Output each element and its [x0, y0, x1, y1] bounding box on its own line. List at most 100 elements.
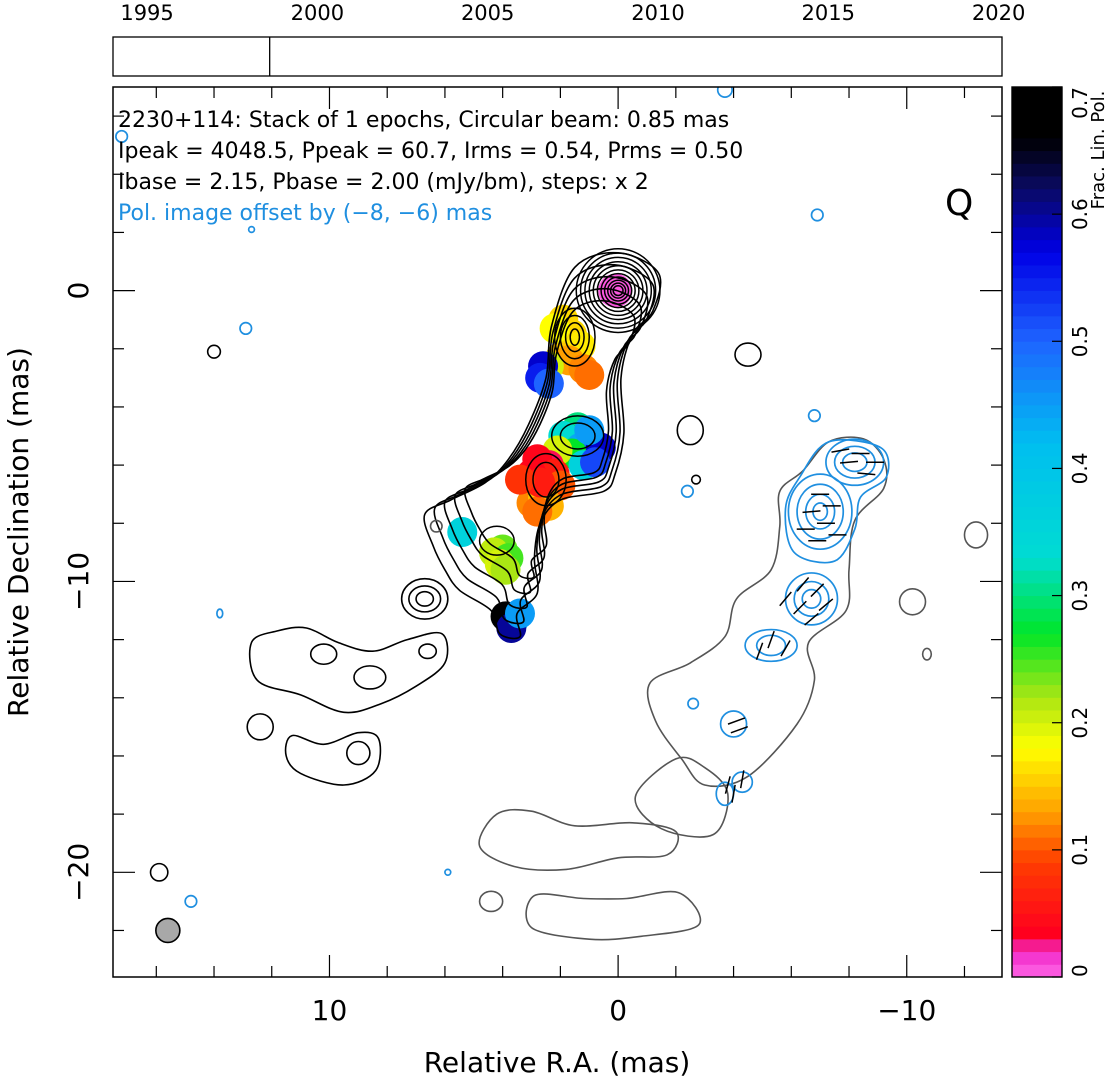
colorbar-step	[1012, 430, 1062, 444]
evpa-tick	[730, 725, 749, 734]
total-intensity-island-contour	[206, 344, 222, 359]
colorbar-step	[1012, 214, 1062, 228]
colorbar-step	[1012, 748, 1062, 762]
colorbar-tick-label: 0.4	[1068, 453, 1092, 485]
evpa-tick	[779, 591, 792, 607]
evpa-tick	[857, 472, 876, 476]
colorbar-step	[1012, 252, 1062, 266]
colorbar-step	[1012, 99, 1062, 113]
total-intensity-jet-contour	[463, 299, 636, 580]
polarized-intensity-contour	[784, 439, 890, 564]
colorbar-step	[1012, 366, 1062, 380]
polarized-total-intensity-contour	[963, 521, 989, 549]
timeline-tick-label: 2000	[291, 1, 344, 25]
evpa-tick	[767, 630, 775, 649]
pol-offset-note: Pol. image offset by (−8, −6) mas	[118, 201, 492, 226]
colorbar-step	[1012, 595, 1062, 609]
core-intensity-contour	[588, 260, 648, 321]
colorbar-tick-label: 0.3	[1068, 580, 1092, 612]
colorbar-step	[1012, 150, 1062, 164]
colorbar-step	[1012, 417, 1062, 431]
colorbar-frame	[1011, 86, 1063, 978]
polarized-intensity-contour	[680, 484, 695, 498]
colorbar-step	[1012, 888, 1062, 902]
restoring-beam	[155, 917, 181, 944]
colorbar-step	[1012, 392, 1062, 406]
colorbar-step	[1012, 862, 1062, 876]
polarized-intensity-contour	[755, 634, 787, 657]
colorbar-step	[1012, 646, 1062, 660]
colorbar-step	[1012, 608, 1062, 622]
polarized-intensity-contour	[239, 321, 253, 336]
core-intensity-contour	[612, 284, 624, 297]
evpa-tick	[802, 510, 821, 514]
core-intensity-contour	[575, 247, 661, 334]
evpa-tick	[831, 448, 850, 453]
colorbar-step	[1012, 328, 1062, 342]
colorbar-step	[1012, 226, 1062, 241]
colorbar-step	[1012, 201, 1062, 215]
total-intensity-jet-contour	[423, 251, 662, 640]
total-intensity-island-contour	[415, 590, 435, 607]
colorbar-step	[1012, 239, 1062, 253]
colorbar-step	[1012, 824, 1062, 838]
colorbar-step	[1012, 315, 1062, 330]
colorbar-tick-label: 0.5	[1068, 325, 1092, 357]
jet-knot-contour	[569, 328, 581, 346]
jet-knot-contour	[559, 422, 596, 450]
polarized-intensity-contour	[793, 580, 830, 618]
core-intensity-contour	[603, 276, 633, 305]
colorbar-tick-label: 0.2	[1068, 707, 1092, 739]
x-axis-title: Relative R.A. (mas)	[424, 1046, 691, 1079]
evpa-tick	[810, 583, 825, 598]
colorbar-step	[1012, 379, 1062, 393]
timeline-tick-label: 2015	[802, 1, 855, 25]
colorbar-step	[1012, 519, 1062, 533]
jet-knot-contour	[532, 461, 560, 498]
colorbar-step	[1012, 137, 1062, 152]
total-intensity-island-contour	[400, 577, 449, 620]
colorbar-step	[1012, 722, 1062, 736]
colorbar-step	[1012, 455, 1062, 469]
colorbar-step	[1012, 481, 1062, 495]
colorbar-step	[1012, 659, 1062, 673]
colorbar-step	[1012, 341, 1062, 355]
polarized-intensity-contour	[801, 588, 822, 609]
evpa-tick	[727, 717, 746, 725]
polarized-intensity-contour	[444, 868, 452, 877]
polarized-intensity-contour	[807, 409, 822, 423]
epoch-timeline: 1995 2000 2005 2010 2015 2020	[112, 1, 1025, 77]
polarized-total-intensity-contour	[429, 519, 443, 533]
quasar-label: Q	[945, 183, 973, 224]
map-panel: 10 0 −10 0 −10 −20 Relative R.A. (mas) Relative…	[2, 86, 1003, 1079]
map-info-line: Ibase = 2.15, Pbase = 2.00 (mJy/bm), ste…	[118, 170, 649, 195]
total-intensity-jet-contour	[443, 275, 649, 610]
timeline-tick-label: 1995	[120, 1, 173, 25]
core-intensity-contour	[579, 252, 657, 329]
colorbar-step	[1012, 570, 1062, 584]
evpa-tick	[731, 784, 736, 803]
fractional-pol-pixel-patch	[504, 464, 535, 495]
core-intensity-contour	[596, 269, 640, 313]
evpa-tick	[793, 600, 807, 615]
colorbar-step	[1012, 303, 1062, 317]
colorbar-step	[1012, 837, 1062, 851]
polarized-total-intensity-contour	[478, 890, 504, 913]
colorbar-step	[1012, 633, 1062, 647]
polarized-total-intensity-contour	[921, 647, 933, 661]
colorbar-step	[1012, 544, 1062, 558]
colorbar-tick-label: 0.1	[1068, 834, 1092, 866]
total-intensity-island-contour	[690, 474, 702, 485]
evpa-tick	[739, 770, 745, 789]
colorbar-step	[1012, 913, 1062, 927]
colorbar-step	[1012, 265, 1062, 279]
evpa-tick	[755, 642, 764, 660]
total-intensity-island-contour	[734, 342, 762, 367]
colorbar-step	[1012, 951, 1062, 965]
fractional-pol-pixel-patch	[574, 415, 605, 446]
polarized-intensity-contour	[719, 710, 748, 738]
polarized-total-intensity-contour	[634, 756, 729, 838]
total-intensity-jet-contour	[433, 263, 656, 625]
